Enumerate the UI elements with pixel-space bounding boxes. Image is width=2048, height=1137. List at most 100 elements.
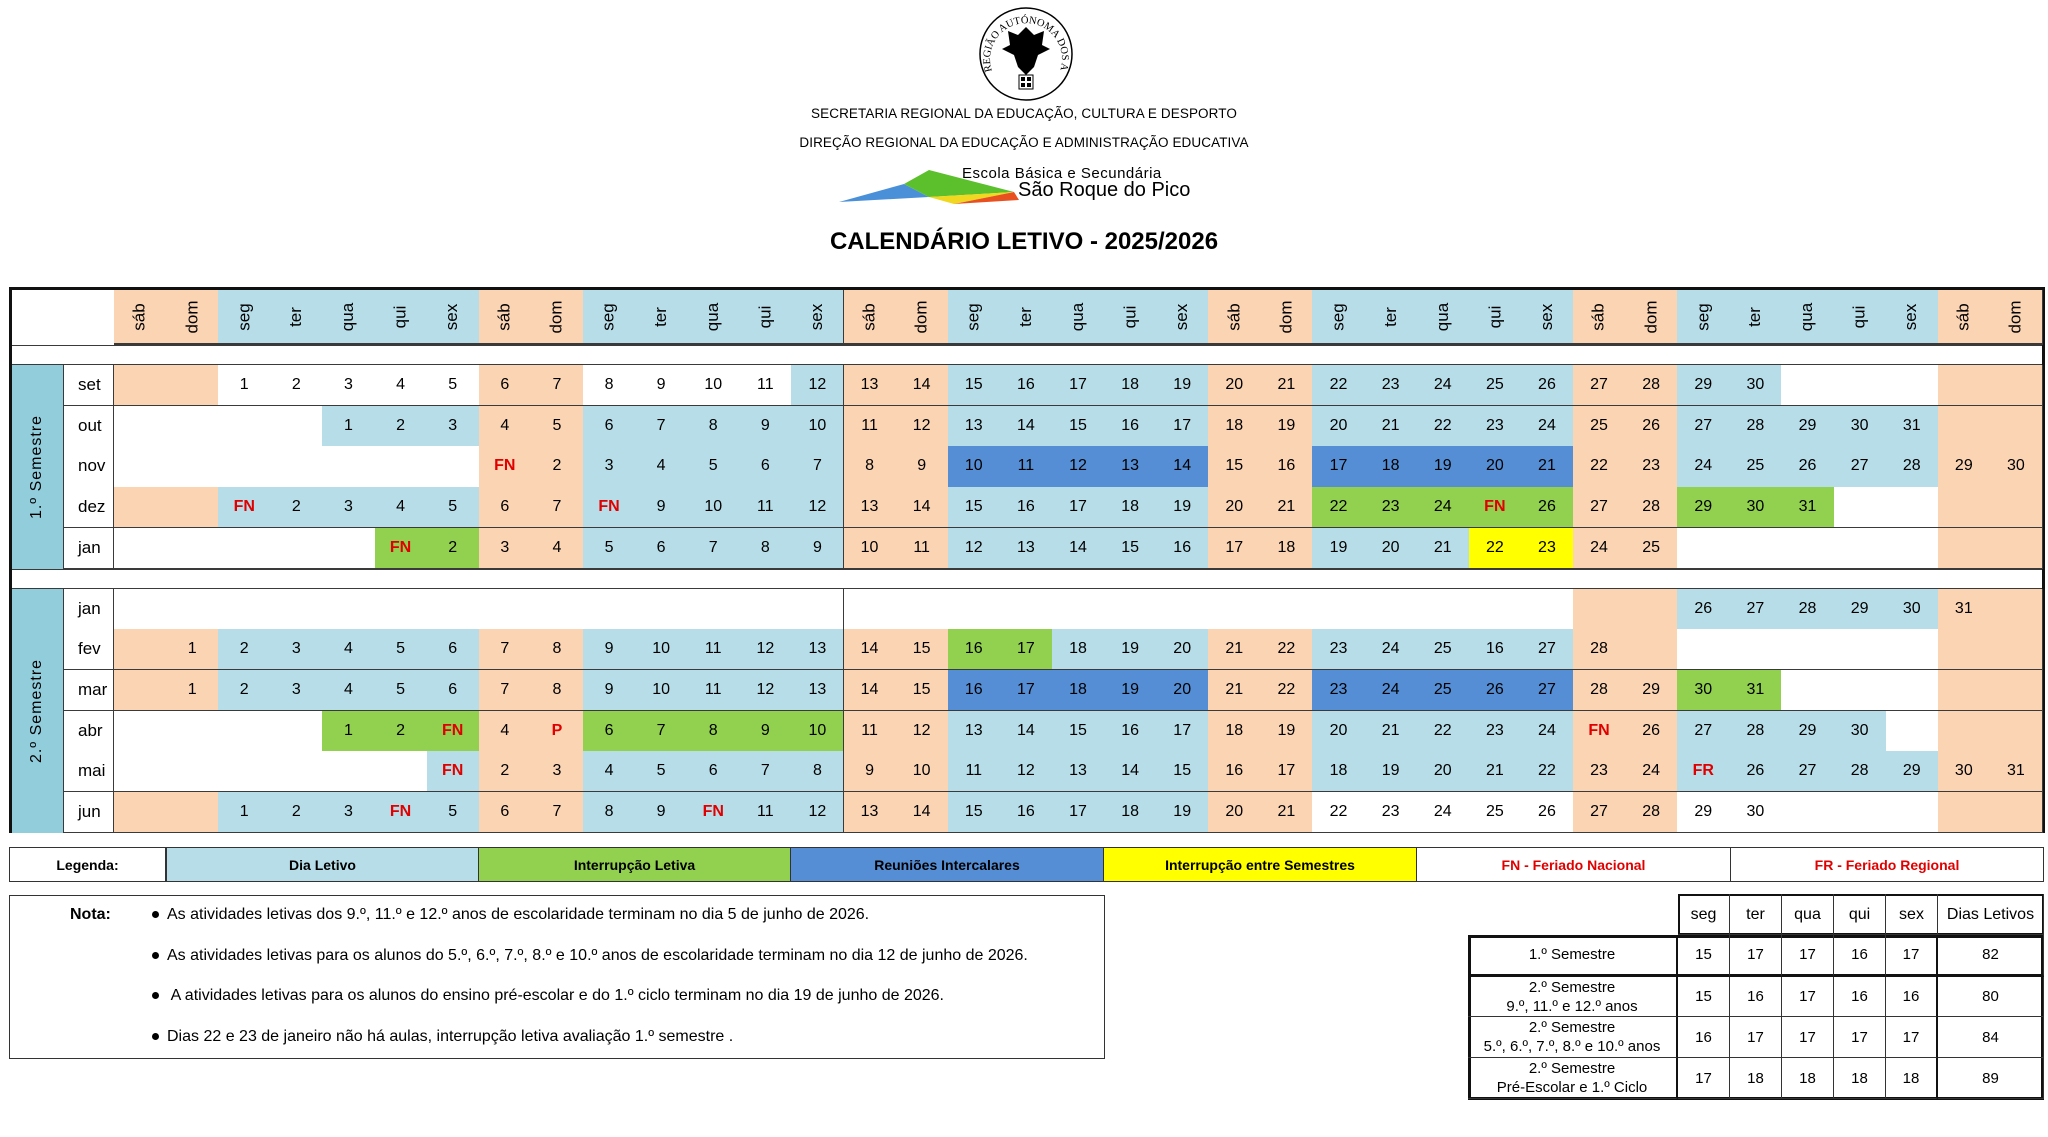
day-cell: 6 — [426, 669, 480, 712]
note-text: As atividades letivas para os alunos do … — [167, 946, 1028, 964]
day-cell: 2 — [270, 365, 324, 407]
day-cell: 6 — [478, 792, 532, 834]
day-cell: 21 — [1260, 487, 1314, 529]
weekday-header-label: sáb — [1224, 302, 1244, 331]
notes-label: Nota: — [70, 906, 111, 923]
day-cell: 5 — [687, 446, 741, 488]
day-cell: 31 — [1781, 487, 1835, 529]
weekday-header-label: dom — [2005, 299, 2025, 334]
weekday-header-label: sáb — [1953, 302, 1973, 331]
day-cell: 30 — [1937, 751, 1991, 793]
day-cell: 28 — [1573, 669, 1627, 712]
weekday-header: dom — [1989, 290, 2043, 345]
day-cell: 5 — [530, 405, 584, 447]
day-cell: 26 — [1677, 588, 1731, 630]
day-cell: 29 — [1677, 487, 1731, 529]
bullet-icon — [152, 911, 159, 919]
day-cell: 1 — [218, 365, 272, 407]
weekday-header: dom — [895, 290, 949, 345]
day-cell: 31 — [1989, 751, 2043, 793]
day-cell: 14 — [999, 710, 1053, 752]
day-cell: 18 — [1364, 446, 1418, 488]
day-cell: 23 — [1364, 792, 1418, 834]
day-cell: 21 — [1364, 710, 1418, 752]
day-cell: 16 — [1104, 710, 1158, 752]
day-cell: 9 — [582, 629, 637, 671]
day-cell: 22 — [1260, 669, 1314, 712]
weekday-header: seg — [1312, 290, 1366, 345]
weekday-header: ter — [1729, 290, 1783, 345]
day-cell — [1833, 629, 1887, 671]
day-cell: 13 — [1051, 751, 1106, 793]
day-cell: 2 — [426, 527, 480, 569]
day-cell: 1 — [322, 710, 376, 752]
day-cell — [1937, 527, 1991, 569]
day-cell: 3 — [322, 365, 376, 407]
day-cell: 17 — [999, 629, 1053, 671]
summary-header: Dias Letivos — [1938, 894, 2044, 935]
weekday-header: seg — [947, 290, 1001, 345]
weekday-header-label: qui — [1484, 305, 1504, 328]
summary-total: 84 — [1938, 1017, 2044, 1058]
weekday-header: qui — [1104, 290, 1158, 345]
day-cell: 14 — [1104, 751, 1158, 793]
holiday-cell: FN — [1573, 710, 1627, 752]
day-cell: 29 — [1937, 446, 1991, 488]
day-cell — [1833, 365, 1887, 407]
day-cell: 16 — [1208, 751, 1262, 793]
summary-value: 16 — [1678, 1017, 1730, 1058]
day-cell: 13 — [1104, 446, 1158, 488]
day-cell: 12 — [791, 792, 845, 834]
day-cell: 9 — [895, 446, 949, 488]
day-cell: 20 — [1364, 527, 1418, 569]
weekday-header: seg — [218, 290, 272, 345]
spacer-row — [12, 568, 2042, 589]
day-cell: 4 — [478, 710, 532, 752]
day-cell: 13 — [843, 487, 897, 529]
day-cell: 2 — [374, 405, 428, 447]
day-cell — [1625, 629, 1679, 671]
day-cell: 9 — [582, 669, 637, 712]
holiday-cell: FN — [582, 487, 637, 529]
day-cell — [739, 588, 793, 630]
spacer-row — [12, 345, 2042, 365]
summary-value: 18 — [1730, 1058, 1782, 1099]
day-cell: 30 — [1729, 365, 1783, 407]
day-cell — [114, 710, 168, 752]
day-cell: 15 — [947, 487, 1001, 529]
day-cell: 26 — [1781, 446, 1835, 488]
weekday-header-label: seg — [234, 302, 254, 331]
weekday-header-label: sáb — [130, 302, 150, 331]
month-label: mar — [64, 669, 114, 712]
day-cell: 24 — [1416, 365, 1470, 407]
day-cell: 4 — [478, 405, 532, 447]
summary-row-label: 1.º Semestre — [1468, 935, 1678, 977]
day-cell: 15 — [1208, 446, 1262, 488]
weekday-header: ter — [999, 290, 1053, 345]
summary-value: 17 — [1782, 935, 1834, 977]
month-label: abr — [64, 710, 114, 752]
day-cell: 26 — [1520, 365, 1574, 407]
day-cell: 5 — [374, 629, 428, 671]
day-cell: 22 — [1260, 629, 1314, 671]
day-cell — [1937, 487, 1991, 529]
day-cell: 19 — [1416, 446, 1470, 488]
legend-label: Legenda: — [10, 848, 166, 881]
day-cell: 22 — [1520, 751, 1574, 793]
day-cell — [1989, 588, 2043, 630]
summary-total: 80 — [1938, 977, 2044, 1017]
summary-value: 17 — [1782, 977, 1834, 1017]
day-cell — [1885, 527, 1939, 569]
weekday-header: qua — [687, 290, 741, 345]
weekday-header-label: dom — [1276, 299, 1296, 334]
day-cell: 16 — [1468, 629, 1522, 671]
regional-seal-logo: REGIÃO AUTÓNOMA DOS AÇORES — [968, 0, 1080, 103]
summary-row-label-line: 2.º Semestre — [1528, 1019, 1616, 1036]
day-cell — [1989, 669, 2043, 712]
day-cell — [1781, 629, 1835, 671]
day-cell: 7 — [530, 365, 584, 407]
day-cell: 20 — [1416, 751, 1470, 793]
holiday-cell: FN — [687, 792, 741, 834]
weekday-header: sáb — [843, 290, 897, 345]
day-cell — [114, 446, 168, 488]
